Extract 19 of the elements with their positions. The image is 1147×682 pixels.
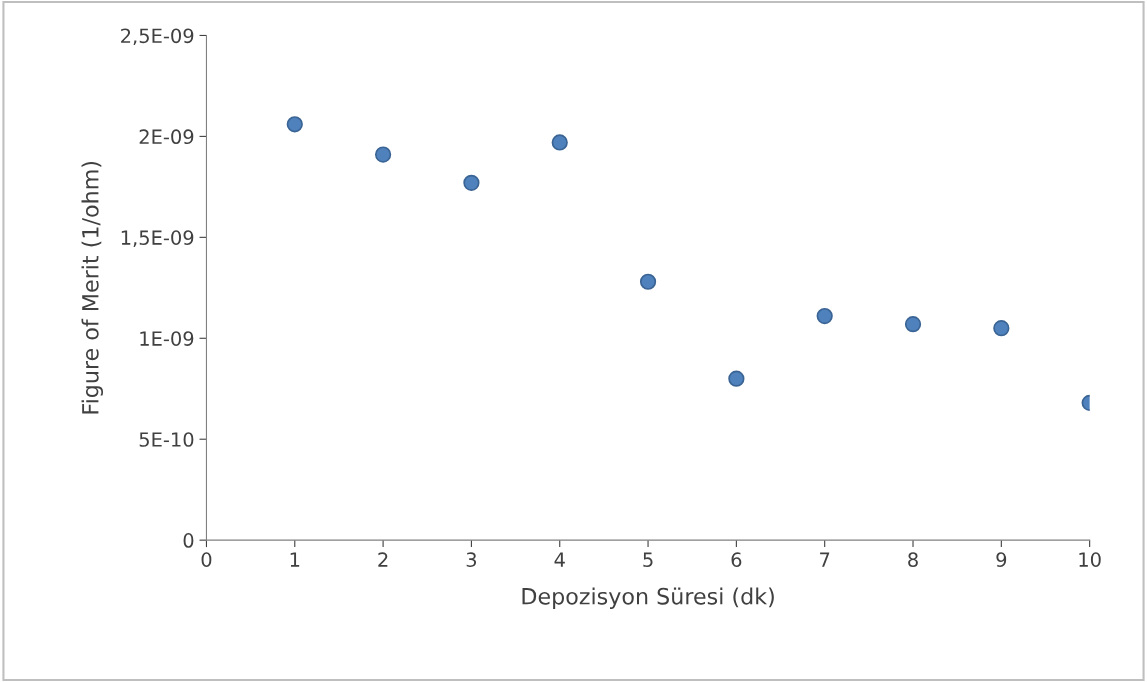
y-axis-title: Figure of Merit (1/ohm) [81,161,104,414]
x-tick-label: 3 [466,552,477,567]
x-tick-label: 1 [290,552,300,567]
x-tick-label: 2 [378,552,388,567]
x-tick-label: 5 [643,552,653,567]
x-tick-label: 4 [554,552,565,567]
x-tick-label: 8 [908,552,918,567]
x-tick-label: 6 [731,552,742,567]
y-tick-label: 1E-09 [140,331,194,346]
y-tick-label: 5E-10 [139,432,194,447]
x-axis-title: Depozisyon Süresi (dk) [522,587,774,609]
y-tick-label: 0 [183,533,194,548]
x-tick-label: 9 [996,552,1007,567]
x-tick-label: 0 [201,552,212,567]
y-tick-label: 1,5E-09 [121,230,194,247]
x-tick-label: 7 [820,552,830,567]
y-tick-label: 2,5E-09 [121,28,194,46]
y-tick-label: 2E-09 [139,129,194,145]
x-tick-label: 10 [1079,552,1101,567]
